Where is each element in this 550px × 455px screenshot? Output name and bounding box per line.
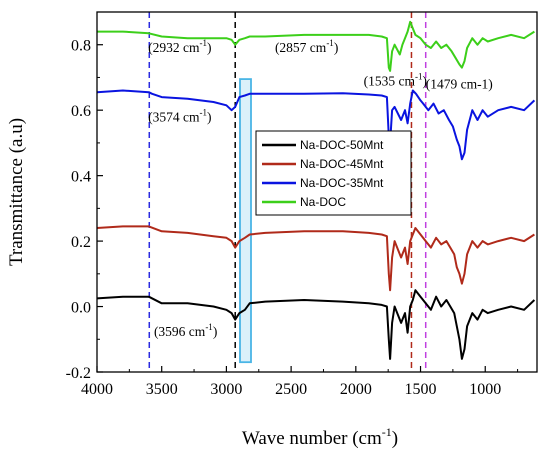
x-tick-label-2000: 2000 [340, 381, 372, 398]
annotation-end: ) [213, 324, 218, 339]
highlight-band-layer [239, 78, 252, 364]
highlight-band [239, 78, 252, 364]
legend-label-na-doc-45mnt: Na-DOC-45Mnt [300, 157, 384, 171]
x-tick-label-1000: 1000 [469, 381, 501, 398]
y-tick-label-0.8: 0.8 [71, 38, 91, 55]
y-tick-label-0.6: 0.6 [71, 103, 91, 120]
annotation-5: (3596 cm-1) [154, 322, 217, 339]
series-line-na-doc-35mnt [96, 89, 536, 161]
annotation-sup: -1 [326, 38, 334, 48]
axis-ticks: 4000 3500 3000 2500 2000 1500 1000 -0.2 0.0 0.2 0.… [66, 11, 519, 398]
annotation-2: (1535 cm-1) [364, 71, 427, 88]
annotation-text: (2932 cm [148, 40, 200, 55]
y-tick-label-0: 0.0 [71, 300, 91, 317]
annotation-text: (3596 cm [154, 324, 206, 339]
x-axis-title-sup: -1 [382, 425, 392, 439]
annotation-end: ) [207, 109, 212, 124]
annotation-1: (2857 cm-1) [275, 38, 338, 55]
x-axis-title-main: Wave number (cm [242, 428, 382, 449]
annotation-sup: -1 [205, 322, 213, 332]
annotation-end: ) [422, 73, 427, 88]
x-tick-label-2500: 2500 [275, 381, 307, 398]
annotation-text: (1479 cm-1) [426, 77, 493, 92]
annotation-text: (1535 cm [364, 73, 416, 88]
series-line-na-doc-50mnt [96, 289, 536, 360]
y-tick-label-0.2: 0.2 [71, 234, 91, 251]
annotation-end: ) [334, 40, 339, 55]
annotation-3: (1479 cm-1) [426, 77, 493, 92]
y-tick-label--0.2: -0.2 [66, 365, 91, 382]
annotation-4: (3574 cm-1) [148, 107, 211, 124]
x-tick-label-3000: 3000 [210, 381, 242, 398]
legend-label-na-doc: Na-DOC [300, 195, 346, 209]
x-tick-label-1500: 1500 [405, 381, 437, 398]
x-axis-title: Wave number (cm-1) [242, 425, 398, 449]
x-axis-title-end: ) [392, 428, 398, 449]
annotation-sup: -1 [199, 107, 207, 117]
annotation-sup: -1 [199, 38, 207, 48]
legend-items: Na-DOC-50Mnt Na-DOC-45Mnt Na-DOC-35Mnt Na-D… [262, 138, 384, 209]
annotations: (2932 cm-1) (2857 cm-1)(1535 cm-1)(1479 c… [148, 38, 493, 339]
x-tick-label-4000: 4000 [81, 381, 113, 398]
x-tick-label-3500: 3500 [146, 381, 178, 398]
series-line-na-doc-45mnt [96, 225, 535, 292]
legend-label-na-doc-35mnt: Na-DOC-35Mnt [300, 176, 384, 190]
series-layer [96, 20, 536, 360]
y-tick-label-0.4: 0.4 [71, 169, 91, 186]
legend: Na-DOC-50Mnt Na-DOC-45Mnt Na-DOC-35Mnt Na-D… [255, 130, 412, 216]
annotation-text: (2857 cm [275, 40, 327, 55]
legend-label-na-doc-50mnt: Na-DOC-50Mnt [300, 138, 384, 152]
annotation-0: (2932 cm-1) [148, 38, 211, 55]
y-axis-title: Transmittance (a.u) [6, 118, 27, 266]
series-line-na-doc [97, 20, 535, 72]
annotation-text: (3574 cm [148, 109, 200, 124]
plot-frame [96, 11, 538, 373]
annotation-end: ) [207, 40, 212, 55]
annotation-sup: -1 [415, 71, 423, 81]
